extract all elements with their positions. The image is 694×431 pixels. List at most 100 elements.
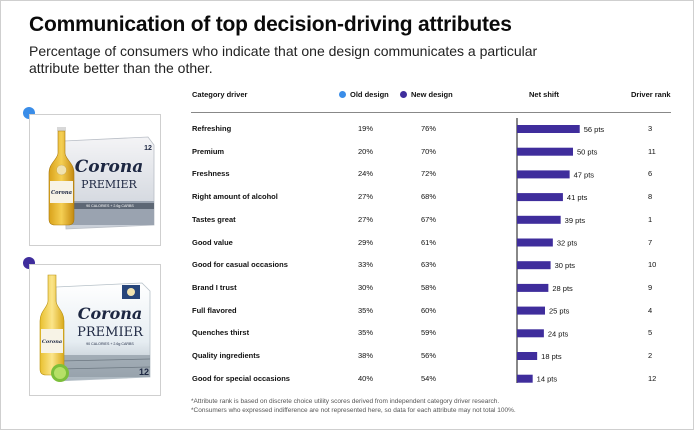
- new-design-value: 54%: [421, 373, 437, 383]
- category-label: Full flavored: [192, 305, 237, 315]
- category-label: Right amount of alcohol: [192, 192, 278, 202]
- driver-rank-value: 5: [648, 328, 653, 338]
- old-design-value: 24%: [358, 169, 374, 179]
- new-design-value: 67%: [421, 214, 437, 224]
- driver-rank-value: 9: [648, 282, 653, 292]
- driver-rank-value: 12: [648, 373, 657, 383]
- net-shift-bar: [517, 374, 533, 383]
- chart-title: Communication of top decision-driving at…: [29, 13, 512, 36]
- old-design-value: 30%: [358, 282, 374, 292]
- old-design-value: 38%: [358, 351, 374, 360]
- footnote-2: *Consumers who expressed indifference ar…: [191, 407, 516, 414]
- net-shift-bar: [517, 193, 563, 202]
- old-pack-fineprint: 90 CALORIES + 2.6g CARBS: [86, 204, 134, 208]
- old-design-value: 20%: [358, 146, 374, 156]
- new-design-pack-image: Corona PREMIER 90 CALORIES + 2.6g CARBS …: [29, 264, 161, 396]
- net-shift-bar: [517, 125, 580, 133]
- net-shift-bar: [517, 147, 573, 156]
- new-design-value: 72%: [421, 169, 437, 179]
- new-design-value: 61%: [421, 237, 437, 247]
- new-design-value: 76%: [421, 124, 437, 133]
- new-pack-fineprint: 90 CALORIES + 2.6g CARBS: [86, 342, 134, 346]
- old-design-value: 35%: [358, 305, 374, 315]
- net-shift-bar: [517, 283, 549, 292]
- driver-rank-value: 8: [648, 192, 653, 202]
- new-design-value: 59%: [421, 328, 437, 338]
- net-shift-label: 41 pts: [567, 193, 588, 202]
- category-label: Premium: [192, 146, 225, 156]
- new-design-value: 58%: [421, 282, 437, 292]
- driver-rank-value: 7: [648, 237, 653, 247]
- new-pack-illustration: Corona PREMIER 90 CALORIES + 2.6g CARBS …: [30, 265, 160, 395]
- old-design-value: 40%: [358, 373, 374, 383]
- old-design-value: 27%: [358, 192, 374, 202]
- category-label: Brand I trust: [192, 282, 237, 292]
- driver-rank-value: 4: [648, 305, 653, 315]
- category-label: Freshness: [192, 169, 230, 179]
- net-shift-bar: [517, 215, 561, 224]
- net-shift-label: 39 pts: [565, 216, 586, 225]
- net-shift-label: 14 pts: [537, 375, 558, 384]
- net-shift-bar: [517, 261, 551, 270]
- header-net-shift: Net shift: [529, 90, 559, 99]
- chart-subtitle: Percentage of consumers who indicate tha…: [29, 43, 538, 76]
- driver-rank-value: 10: [648, 260, 657, 270]
- net-shift-bar: [517, 238, 553, 247]
- old-pack-illustration: Corona PREMIER 90 CALORIES + 2.6g CARBS …: [30, 115, 160, 245]
- old-design-legend-label: Old design: [350, 90, 389, 99]
- driver-rank-value: 6: [648, 169, 653, 179]
- old-pack-count: 12: [144, 145, 152, 152]
- old-design-value: 27%: [358, 214, 374, 224]
- old-pack-sub: PREMIER: [81, 178, 137, 191]
- net-shift-label: 47 pts: [574, 170, 595, 179]
- category-label: Refreshing: [192, 124, 232, 133]
- header-divider: [191, 112, 671, 113]
- category-label: Quality ingredients: [192, 351, 260, 360]
- svg-text:Corona: Corona: [42, 339, 62, 345]
- category-label: Good value: [192, 237, 233, 247]
- new-pack-brand: Corona: [78, 304, 143, 323]
- old-design-value: 29%: [358, 237, 374, 247]
- net-shift-label: 56 pts: [584, 125, 605, 134]
- driver-rank-value: 11: [648, 146, 656, 156]
- net-shift-bar: [517, 170, 570, 179]
- header-new-design: New design: [400, 90, 453, 99]
- net-shift-label: 18 pts: [541, 352, 562, 361]
- new-design-value: 60%: [421, 305, 437, 315]
- driver-rank-value: 3: [648, 124, 653, 133]
- net-shift-bar: [517, 306, 545, 315]
- old-pack-brand: Corona: [75, 157, 144, 177]
- new-design-legend-dot: [400, 91, 407, 98]
- old-design-value: 35%: [358, 328, 374, 338]
- net-shift-label: 28 pts: [552, 284, 573, 293]
- net-shift-label: 32 pts: [557, 239, 578, 248]
- old-design-value: 33%: [358, 260, 374, 270]
- category-label: Quenches thirst: [192, 328, 250, 338]
- category-label: Tastes great: [192, 214, 236, 224]
- header-driver-rank: Driver rank: [631, 90, 671, 99]
- category-label: Good for special occasions: [192, 373, 290, 383]
- old-design-pack-image: Corona PREMIER 90 CALORIES + 2.6g CARBS …: [29, 114, 161, 246]
- net-shift-label: 30 pts: [555, 261, 576, 270]
- footnote-1: *Attribute rank is based on discrete cho…: [191, 398, 500, 405]
- net-shift-label: 50 pts: [577, 148, 598, 157]
- net-shift-label: 24 pts: [548, 329, 569, 338]
- new-design-value: 70%: [421, 146, 437, 156]
- new-design-value: 56%: [421, 351, 437, 360]
- net-shift-label: 25 pts: [549, 307, 570, 316]
- header-category-driver: Category driver: [192, 90, 248, 99]
- new-pack-count: 12: [139, 367, 149, 377]
- net-shift-bar: [517, 352, 538, 360]
- new-design-value: 63%: [421, 260, 437, 270]
- net-shift-bar: [517, 329, 544, 338]
- driver-rank-value: 2: [648, 351, 653, 360]
- new-design-legend-label: New design: [411, 90, 453, 99]
- driver-rank-value: 1: [648, 214, 653, 224]
- new-design-value: 68%: [421, 192, 437, 202]
- svg-text:Corona: Corona: [51, 190, 72, 196]
- header-old-design: Old design: [339, 90, 389, 99]
- old-design-value: 19%: [358, 124, 374, 133]
- category-label: Good for casual occasions: [192, 260, 288, 270]
